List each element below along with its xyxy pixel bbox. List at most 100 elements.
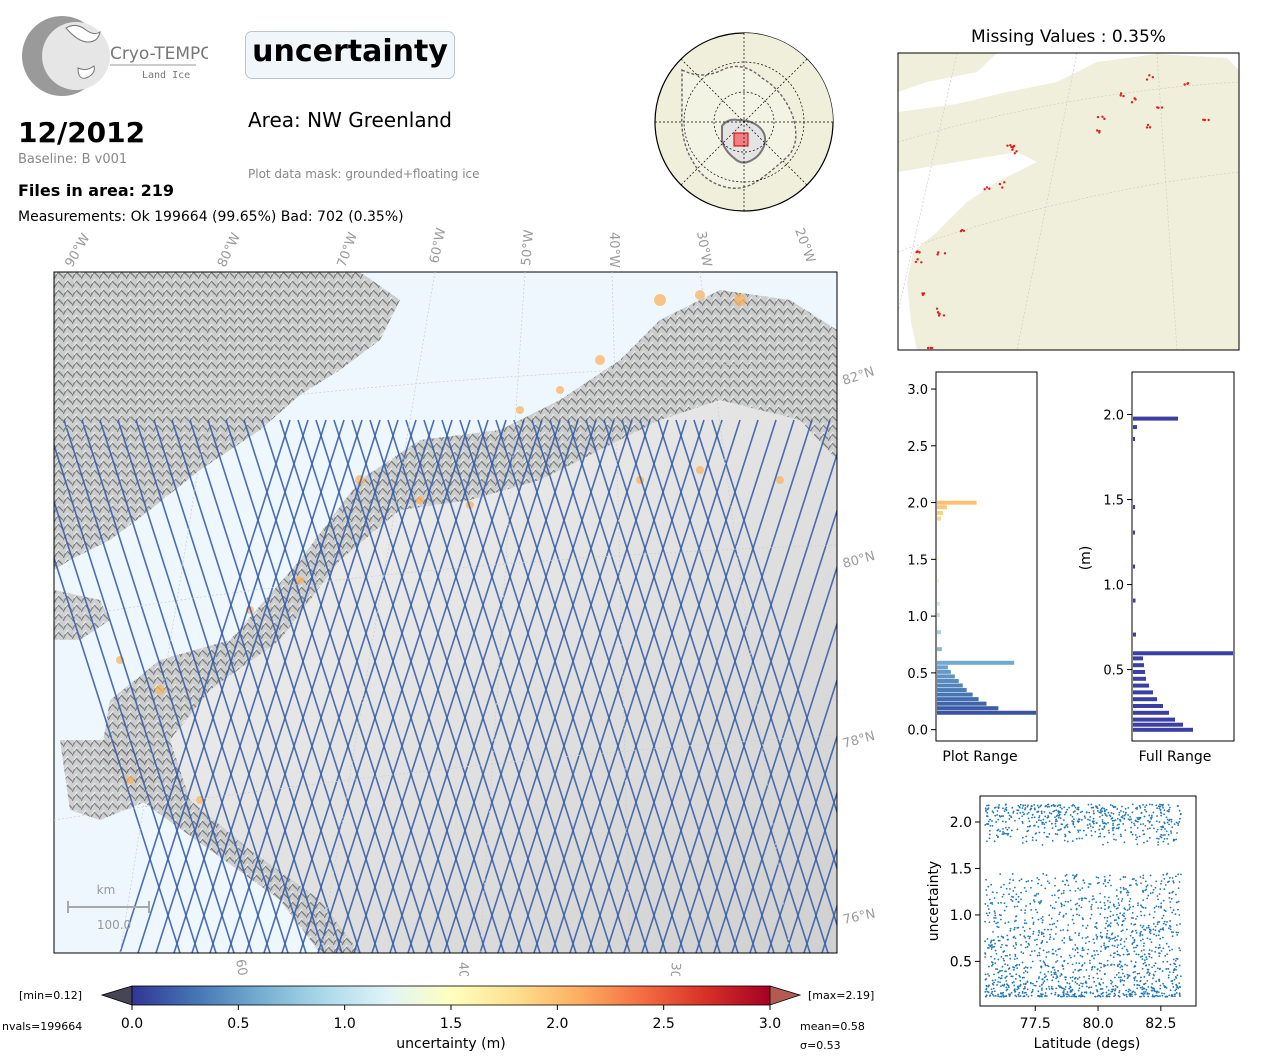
scatter-point — [1175, 931, 1178, 934]
scatter-point — [998, 814, 1001, 817]
scatter-point — [1037, 810, 1040, 813]
scatter-point — [1131, 803, 1134, 806]
lon-label: 50°W — [519, 229, 537, 266]
scatter-point — [1122, 810, 1125, 813]
scatter-point — [1037, 990, 1040, 993]
scatter-point — [1116, 913, 1118, 916]
scatter-point — [1144, 961, 1146, 964]
scatter-point — [1037, 918, 1040, 921]
scatter-point — [1005, 980, 1008, 982]
scatter-point — [997, 935, 1000, 938]
scatter-point — [1060, 905, 1063, 908]
scatter-point — [1137, 904, 1139, 907]
scatter-point — [1142, 906, 1145, 909]
scatter-point — [1163, 813, 1166, 816]
scatter-point — [1135, 879, 1137, 882]
scatter-point — [997, 971, 1000, 974]
scatter-point — [1092, 817, 1095, 820]
scatter-point — [1165, 987, 1168, 989]
scatter-point — [1009, 835, 1012, 838]
scatter-point — [1159, 987, 1162, 990]
scatter-point — [1046, 951, 1048, 954]
scatter-point — [1073, 804, 1076, 807]
scatter-point — [1141, 926, 1144, 929]
scatter-point — [990, 948, 993, 950]
scatter-point — [1064, 988, 1066, 991]
histogram-bar — [1133, 663, 1144, 668]
scatter-point — [1059, 806, 1062, 809]
scatter-point — [1132, 990, 1135, 993]
scatter-point — [1077, 831, 1080, 833]
scatter-point — [1076, 982, 1079, 985]
scatter-point — [1147, 819, 1150, 822]
scatter-point — [1005, 986, 1008, 989]
scatter-point — [1103, 875, 1106, 878]
satellite-track — [189, 419, 361, 953]
scatter-point — [1041, 987, 1043, 990]
scatter-point — [1101, 814, 1104, 817]
scatter-point — [995, 952, 998, 955]
scatter-point — [1058, 994, 1061, 997]
scatter-point — [1153, 995, 1156, 998]
scatter-point — [1116, 938, 1118, 941]
scatter-point — [1062, 819, 1065, 822]
scatter-point — [1116, 964, 1119, 966]
scatter-point — [1135, 882, 1138, 885]
scatter-point — [997, 993, 999, 996]
scatter-point — [1025, 982, 1027, 985]
scatter-point — [1163, 821, 1166, 824]
scatter-point — [1104, 879, 1107, 881]
scatter-point — [1013, 926, 1016, 929]
scatter-point — [1117, 916, 1120, 919]
scatter-point — [1075, 880, 1077, 883]
scatter-point — [1177, 931, 1180, 934]
scatter-point — [1003, 959, 1005, 962]
scale-bar: km 100.0 — [67, 883, 150, 932]
scatter-point — [1078, 837, 1081, 840]
scatter-point — [1111, 990, 1114, 993]
scatter-point — [1128, 988, 1130, 991]
scatter-point — [985, 878, 987, 881]
missing-point — [1003, 181, 1006, 184]
scatter-point — [1132, 971, 1135, 974]
scatter-point — [1110, 979, 1112, 982]
scatter-point — [1108, 814, 1111, 817]
scatter-point — [1097, 907, 1100, 910]
scatter-point — [1095, 921, 1098, 924]
scatter-point — [1066, 993, 1069, 996]
scatter-point — [1025, 840, 1028, 843]
scatter-point — [1078, 898, 1081, 900]
scatter-point — [1178, 821, 1181, 823]
scatter-point — [1068, 954, 1071, 957]
scatter-point — [1051, 907, 1054, 909]
scatter-point — [1008, 953, 1011, 956]
scatter-point — [1166, 818, 1169, 821]
scatter-point — [1051, 840, 1054, 842]
scatter-point — [1122, 887, 1125, 889]
scatter-point — [1017, 993, 1020, 996]
scatter-point — [1162, 873, 1165, 876]
scatter-point — [1063, 937, 1066, 939]
scatter-point — [1111, 804, 1114, 807]
missing-point — [1133, 97, 1136, 100]
colorbar-tick-label: 1.0 — [334, 1016, 356, 1032]
scatter-point — [1030, 886, 1032, 889]
scatter-point — [1107, 937, 1110, 939]
lon-label: 20°W — [791, 226, 817, 265]
missing-point — [1148, 126, 1152, 129]
scatter-point — [1162, 947, 1165, 950]
scatter-point — [1033, 900, 1036, 903]
scatter-point — [1032, 921, 1035, 924]
scatter-point — [994, 979, 997, 981]
scatter-point — [1092, 938, 1095, 941]
scatter-point — [1139, 986, 1142, 989]
scatter-point — [1114, 806, 1117, 808]
scatter-point — [1121, 816, 1124, 819]
scatter-point — [1117, 935, 1119, 937]
missing-point — [938, 312, 941, 316]
satellite-track — [639, 419, 811, 953]
scatter-point — [1136, 979, 1138, 982]
scatter-point — [1006, 964, 1009, 967]
missing-point — [1015, 150, 1018, 153]
scatter-point — [1103, 963, 1105, 966]
